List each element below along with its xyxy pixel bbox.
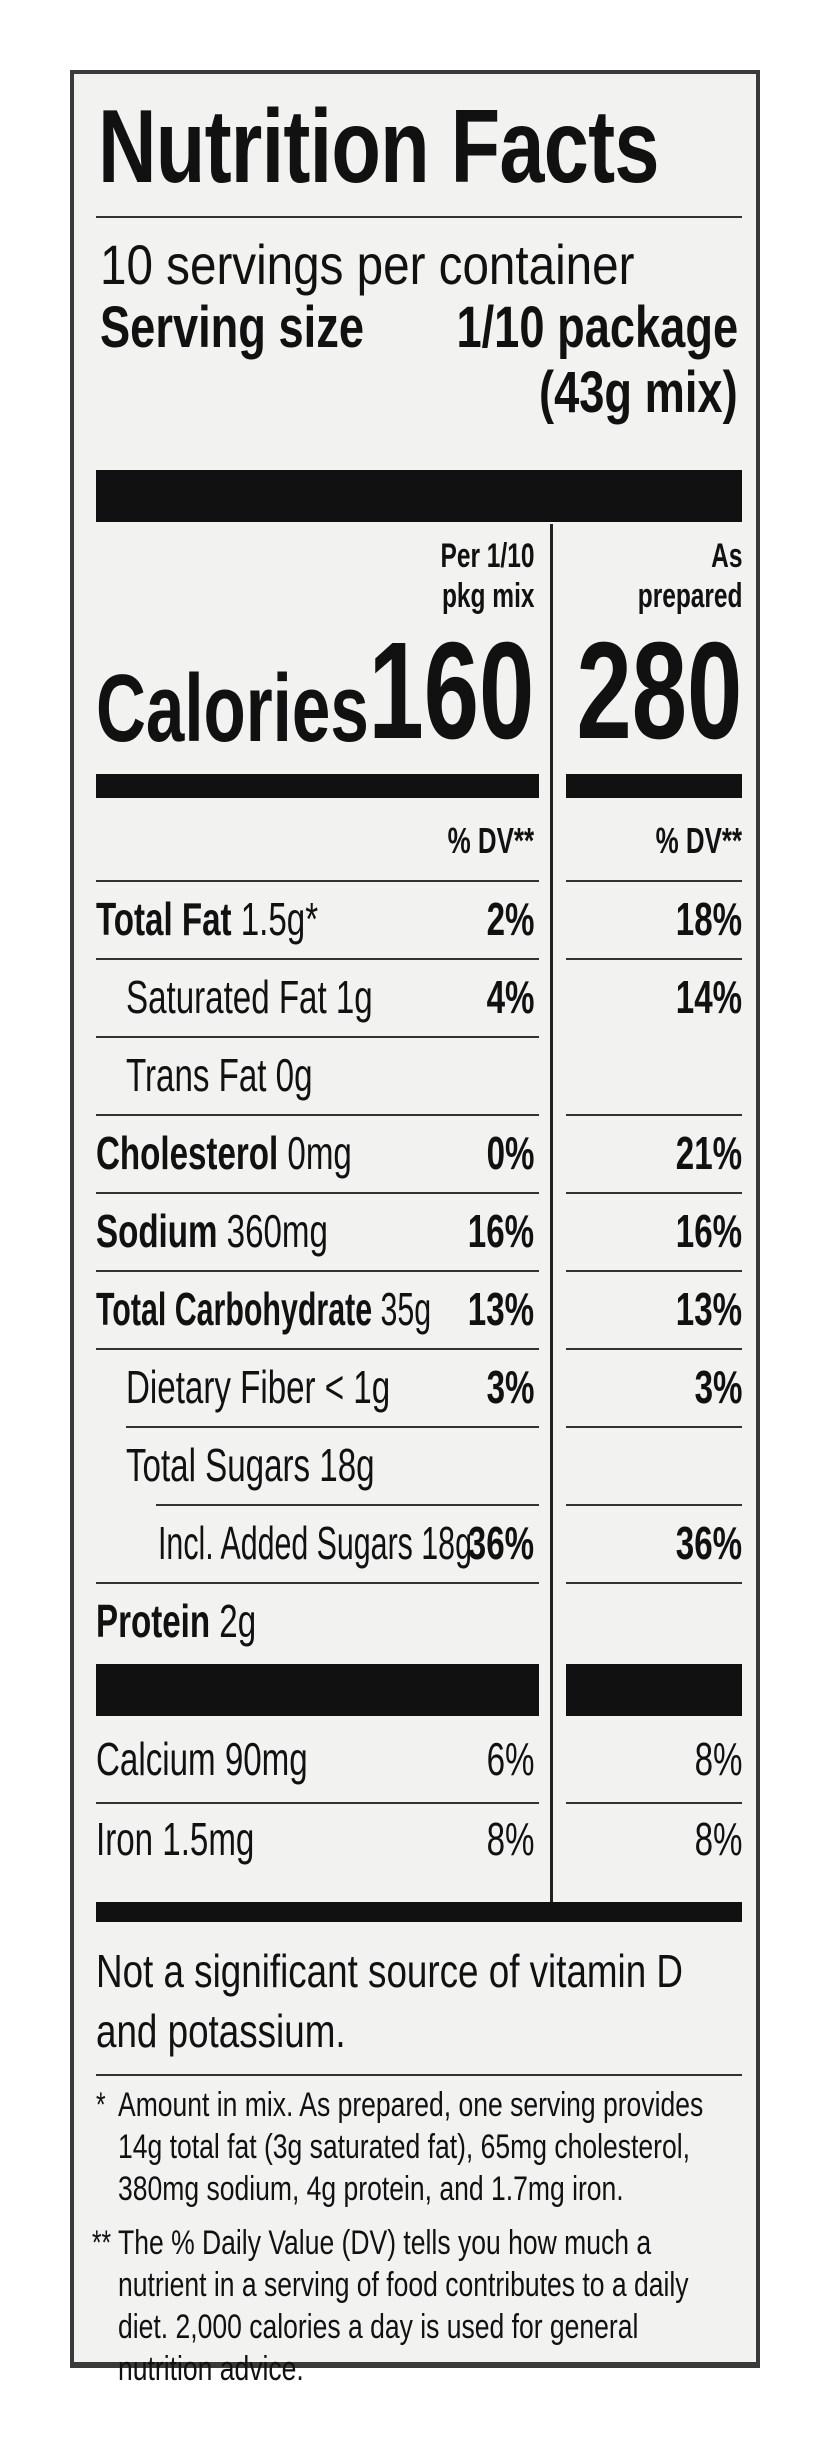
row-divider	[566, 1802, 742, 1804]
footnote2-line4: nutrition advice.	[118, 2350, 304, 2388]
sodium-dv-prepared: 16%	[675, 1205, 742, 1257]
total-fat-dv-prepared: 18%	[675, 893, 742, 945]
calories-per-mix: 160	[368, 614, 534, 768]
nutrient-row-total-fat: Total Fat 1.5g*	[96, 893, 319, 945]
column-header-as-prepared: As prepared	[637, 537, 742, 615]
nutrition-facts-title: Nutrition Facts	[98, 89, 659, 205]
nutrient-row-trans-fat: Trans Fat 0g	[126, 1049, 313, 1101]
total-fat-dv-mix: 2%	[486, 893, 534, 945]
calories-as-prepared: 280	[576, 614, 742, 768]
footnote1-line3: 380mg sodium, 4g protein, and 1.7mg iron…	[118, 2170, 624, 2208]
mineral-row-iron: Iron 1.5mg	[96, 1813, 255, 1865]
row-divider	[566, 1348, 742, 1350]
serving-size-value: 1/10 package	[456, 295, 738, 360]
column-header-per-mix: Per 1/10 pkg mix	[440, 537, 534, 615]
mineral-row-calcium: Calcium 90mg	[96, 1733, 308, 1785]
serving-size-label: Serving size	[100, 295, 365, 360]
iron-dv-mix: 8%	[486, 1813, 534, 1865]
nutrient-row-saturated-fat: Saturated Fat 1g	[126, 971, 373, 1023]
row-divider	[96, 1582, 539, 1584]
row-divider	[96, 1192, 539, 1194]
added-sugars-dv-mix: 36%	[467, 1517, 534, 1569]
thick-bar-minerals-right	[566, 1664, 742, 1716]
row-divider	[566, 1426, 742, 1428]
not-significant-line2: and potassium.	[96, 2005, 346, 2057]
calcium-dv-mix: 6%	[486, 1733, 534, 1785]
row-divider	[566, 1192, 742, 1194]
serving-size-grams: (43g mix)	[539, 360, 738, 425]
row-divider	[96, 1270, 539, 1272]
servings-per-container: 10 servings per container	[100, 233, 635, 296]
nutrient-row-total-carbohydrate: Total Carbohydrate 35g	[96, 1283, 432, 1335]
footnote1-line1: Amount in mix. As prepared, one serving …	[118, 2086, 704, 2124]
row-divider	[566, 880, 742, 882]
nutrient-row-sodium: Sodium 360mg	[96, 1205, 328, 1257]
column-divider	[550, 524, 553, 1914]
sodium-dv-mix: 16%	[467, 1205, 534, 1257]
calories-bar-right	[566, 774, 742, 798]
row-divider	[566, 1504, 742, 1506]
added-sugars-dv-prepared: 36%	[675, 1517, 742, 1569]
footnote2-marker: **	[92, 2224, 112, 2262]
nutrient-row-protein: Protein 2g	[96, 1595, 257, 1647]
nutrient-row-added-sugars: Incl. Added Sugars 18g	[158, 1517, 472, 1569]
thick-bar-minerals-left	[96, 1664, 539, 1716]
calories-label: Calories	[96, 655, 369, 762]
dietary-fiber-dv-prepared: 3%	[694, 1361, 742, 1413]
row-divider	[96, 880, 539, 882]
saturated-fat-dv-mix: 4%	[486, 971, 534, 1023]
nutrition-facts-panel: Nutrition Facts 10 servings per containe…	[70, 70, 760, 2388]
row-divider	[566, 1270, 742, 1272]
cholesterol-dv-prepared: 21%	[675, 1127, 742, 1179]
divider	[96, 216, 742, 218]
total-carbohydrate-dv-prepared: 13%	[675, 1283, 742, 1335]
row-divider	[566, 958, 742, 960]
saturated-fat-dv-prepared: 14%	[675, 971, 742, 1023]
footnote2-line2: nutrient in a serving of food contribute…	[118, 2266, 689, 2304]
dv-header-as-prepared: % DV**	[655, 820, 742, 861]
nutrient-row-cholesterol: Cholesterol 0mg	[96, 1127, 352, 1179]
row-divider	[566, 1114, 742, 1116]
nutrient-row-dietary-fiber: Dietary Fiber < 1g	[126, 1361, 391, 1413]
row-divider	[96, 1802, 539, 1804]
calcium-dv-prepared: 8%	[694, 1733, 742, 1785]
footnote2-line1: The % Daily Value (DV) tells you how muc…	[118, 2224, 652, 2262]
cholesterol-dv-mix: 0%	[486, 1127, 534, 1179]
dietary-fiber-dv-mix: 3%	[486, 1361, 534, 1413]
row-divider	[96, 958, 539, 960]
calories-bar-left	[96, 774, 539, 798]
thick-bar-top	[96, 470, 742, 522]
row-divider	[126, 1426, 539, 1428]
not-significant-line1: Not a significant source of vitamin D	[96, 1945, 684, 1997]
footnote2-line3: diet. 2,000 calories a day is used for g…	[118, 2308, 639, 2346]
dv-header-per-mix: % DV**	[447, 820, 534, 861]
row-divider	[96, 1036, 539, 1038]
row-divider	[96, 1114, 539, 1116]
total-carbohydrate-dv-mix: 13%	[467, 1283, 534, 1335]
footnote1-line2: 14g total fat (3g saturated fat), 65mg c…	[118, 2128, 690, 2166]
row-divider	[156, 1504, 539, 1506]
divider	[96, 2074, 742, 2076]
row-divider	[96, 1348, 539, 1350]
nutrient-row-total-sugars: Total Sugars 18g	[126, 1439, 375, 1491]
iron-dv-prepared: 8%	[694, 1813, 742, 1865]
row-divider	[566, 1582, 742, 1584]
footnote1-marker: *	[96, 2086, 106, 2124]
thick-bar-bottom	[96, 1902, 742, 1922]
